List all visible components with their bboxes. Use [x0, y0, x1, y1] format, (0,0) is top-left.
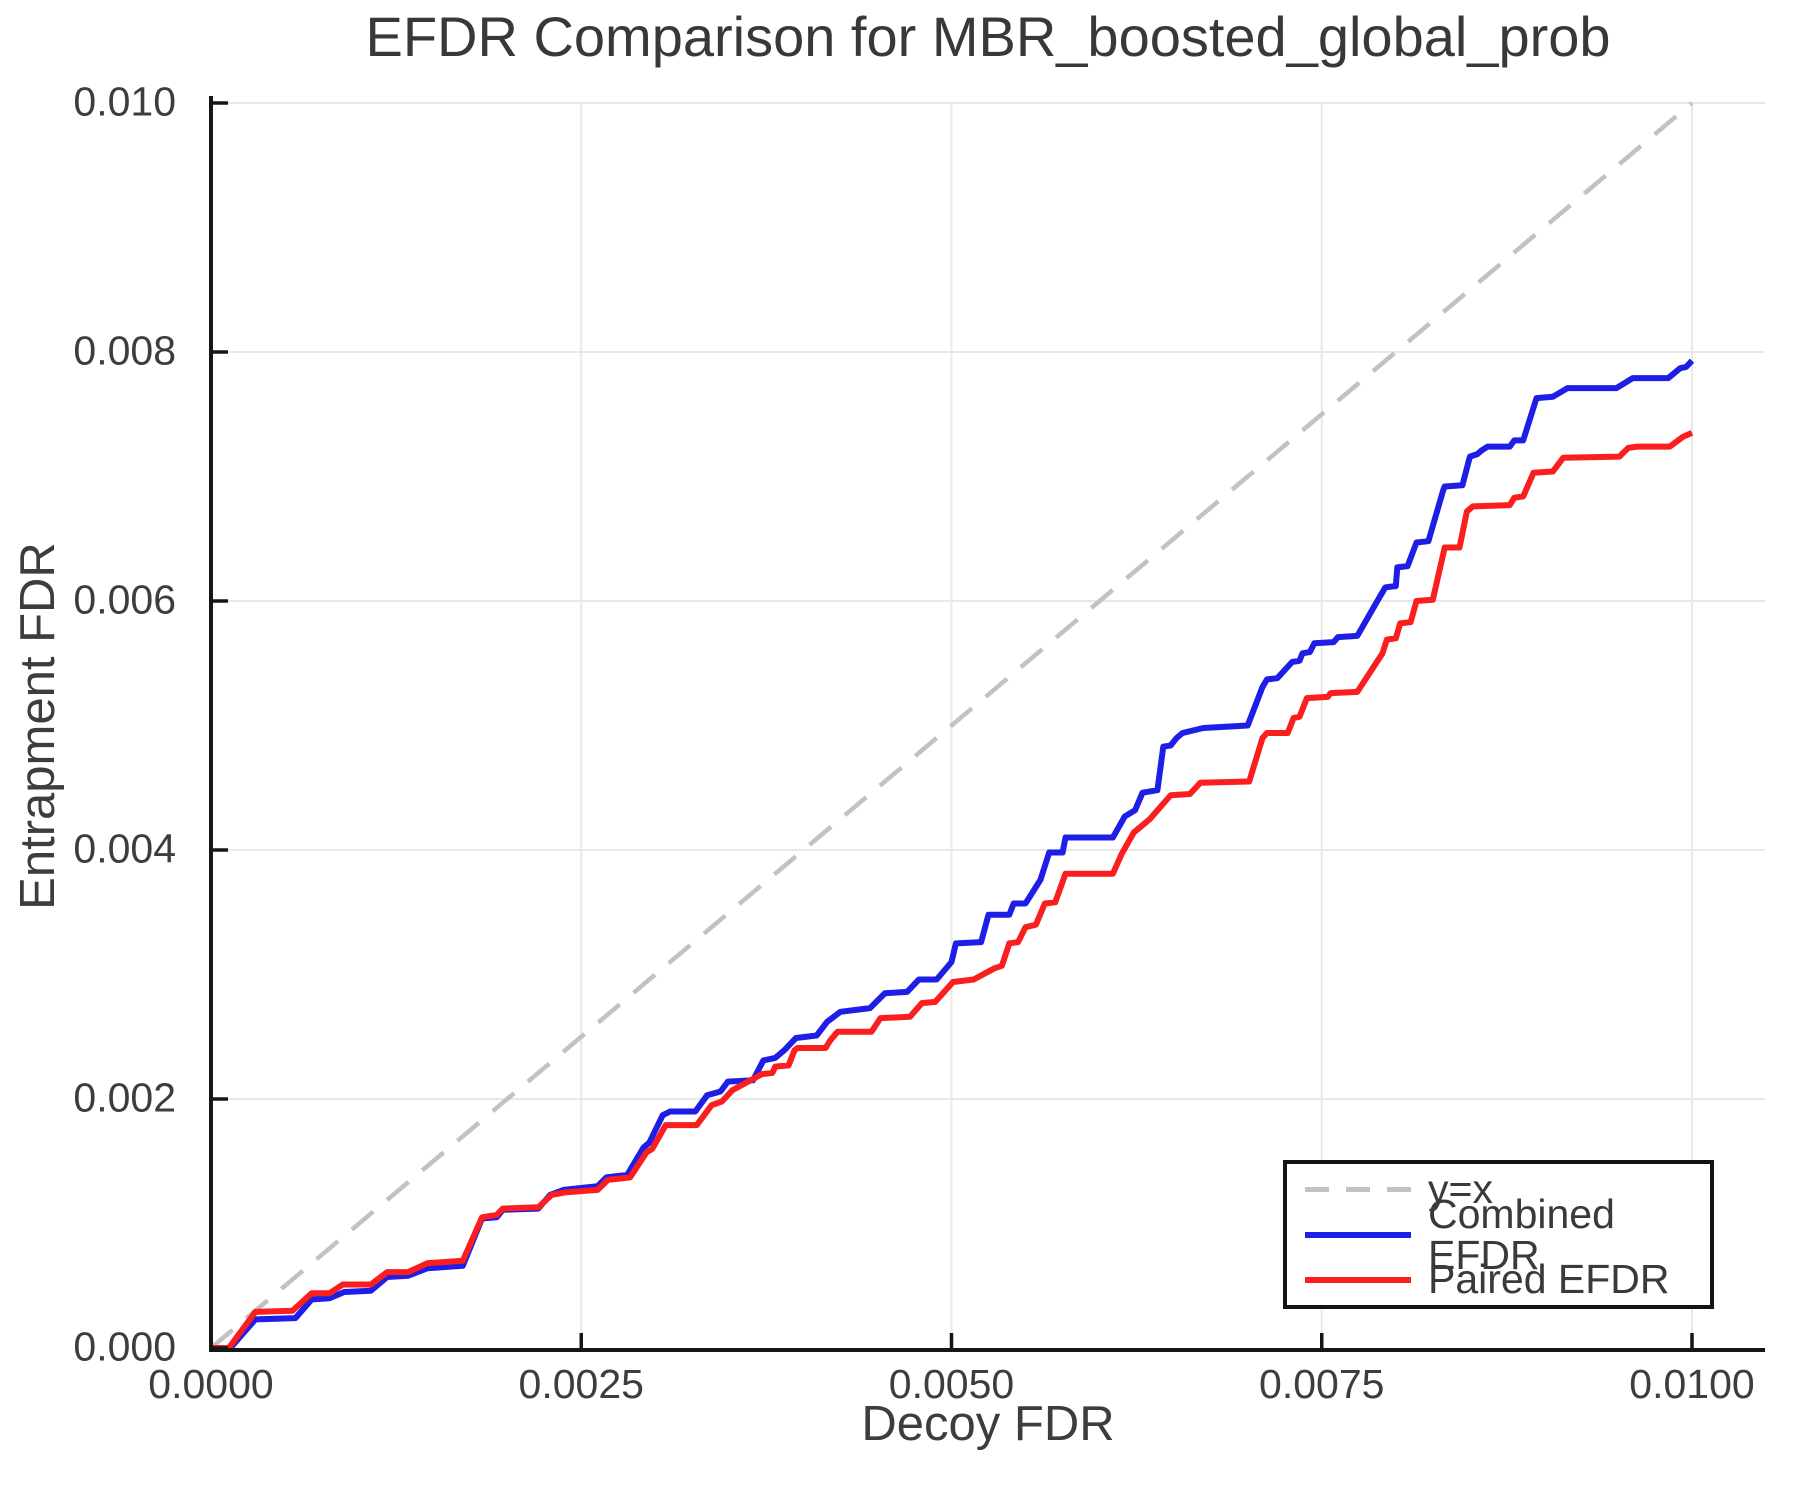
legend-swatch-paired-line	[1305, 1276, 1411, 1283]
y-axis-label: Entrapment FDR	[11, 542, 65, 910]
legend-swatch-combined-line	[1305, 1231, 1411, 1238]
x-axis-label: Decoy FDR	[861, 1397, 1115, 1451]
y-tick-label-3: 0.006	[73, 576, 176, 623]
legend-swatch-yx-line	[1305, 1187, 1411, 1192]
x-tick-label-0: 0.0000	[148, 1361, 274, 1407]
x-tick-label-4: 0.0100	[1629, 1361, 1755, 1407]
legend-item-combined-efdr: Combined EFDR	[1305, 1193, 1710, 1275]
x-tick-label-2: 0.0050	[888, 1361, 1015, 1407]
y-tick-label-0: 0.000	[73, 1323, 176, 1370]
legend-item-paired-efdr: Paired EFDR	[1305, 1258, 1710, 1302]
legend-label-paired: Paired EFDR	[1428, 1256, 1670, 1302]
x-tick-label-1: 0.0025	[518, 1361, 644, 1407]
chart-title: EFDR Comparison for MBR_boosted_global_p…	[365, 5, 1611, 68]
y-tick-label-1: 0.002	[73, 1074, 176, 1121]
legend: y=x Combined EFDR Paired EFDR	[1283, 1160, 1714, 1309]
y-tick-label-5: 0.010	[73, 78, 176, 125]
y-tick-label-4: 0.008	[73, 327, 176, 374]
legend-label-yx: y=x	[1428, 1166, 1493, 1212]
x-tick-label-3: 0.0075	[1259, 1361, 1385, 1407]
y-tick-label-2: 0.004	[73, 825, 176, 872]
legend-label-combined: Combined EFDR	[1428, 1190, 1615, 1278]
legend-item-yx: y=x	[1305, 1168, 1710, 1212]
